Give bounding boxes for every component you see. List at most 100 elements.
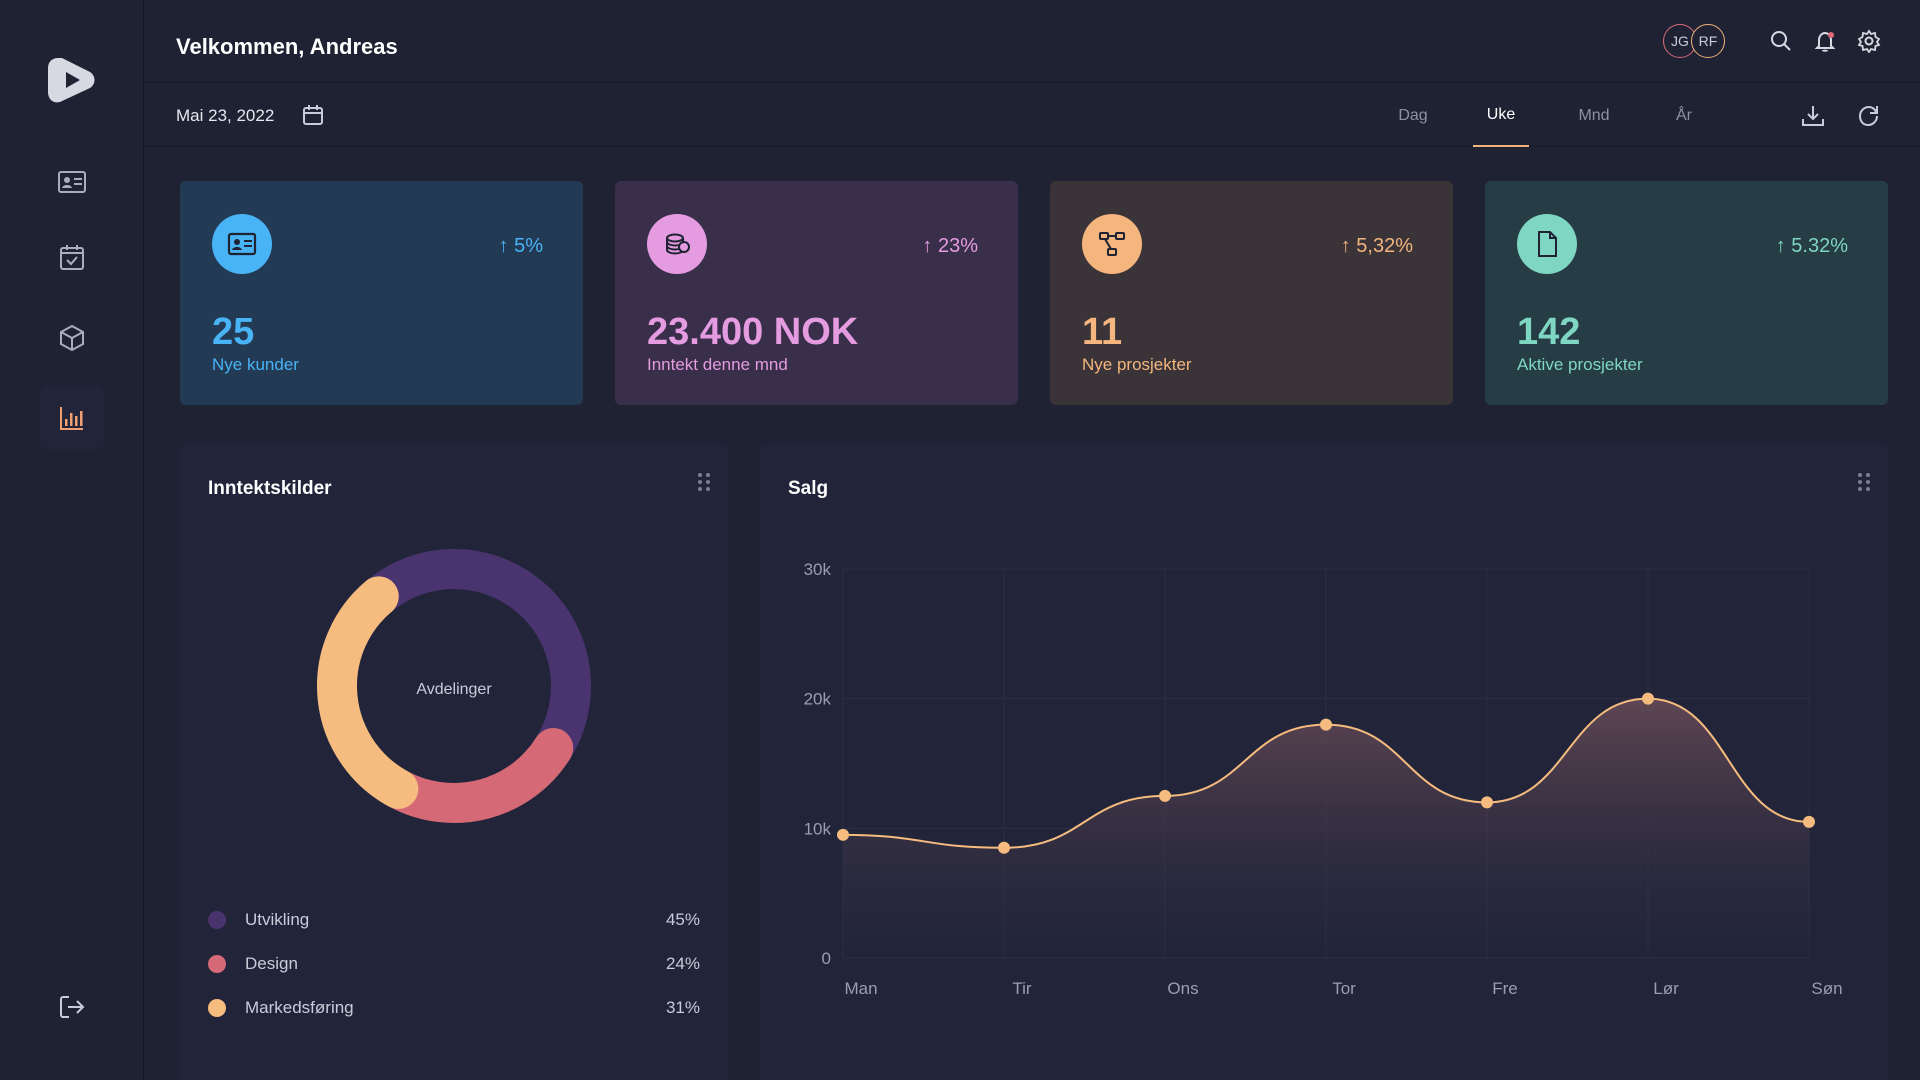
data-point-søn[interactable] [1803, 815, 1815, 828]
search-icon [1771, 31, 1791, 51]
legend-dot [208, 911, 226, 929]
y-tick-label: 30k [804, 560, 832, 579]
selected-date: Mai 23, 2022 [176, 106, 275, 125]
x-tick-label: Tor [1332, 979, 1356, 998]
stat-value: 23.400 NOK [647, 311, 859, 353]
legend-dot [208, 955, 226, 973]
stat-change-value: 5.32% [1791, 235, 1848, 257]
x-tick-label: Lør [1653, 979, 1679, 998]
legend-name: Markedsføring [245, 998, 354, 1017]
id-card-icon [227, 232, 257, 256]
sidebar-item-calendar[interactable] [40, 225, 104, 289]
page-title: Velkommen, Andreas [176, 34, 398, 59]
avatar[interactable]: RF [1691, 24, 1725, 58]
sales-panel: Salg 0 10k 20k 30k Man Tir Ons Tor Fre Lør Søn [760, 444, 1888, 1080]
stat-change-value: 5% [514, 235, 543, 257]
top-bar: Velkommen, Andreas JG RF [145, 0, 1920, 83]
coins-icon [666, 233, 690, 255]
legend-item: Design 24% [208, 952, 700, 976]
stat-change: ↑ 5,32% [1340, 235, 1413, 257]
x-tick-label: Tir [1012, 979, 1032, 998]
y-tick-label: 10k [804, 819, 832, 838]
sidebar-item-analytics[interactable] [40, 386, 104, 450]
x-tick-label: Man [844, 979, 877, 998]
sidebar-item-products[interactable] [40, 306, 104, 370]
stat-change: ↑ 23% [922, 235, 978, 257]
sales-area-fill [843, 698, 1809, 958]
tab-month[interactable]: Mnd [1578, 106, 1610, 124]
data-point-tor[interactable] [1320, 718, 1332, 731]
legend-value: 24% [665, 954, 700, 973]
document-icon [1538, 231, 1557, 257]
x-tick-label: Ons [1167, 979, 1198, 998]
stat-value: 11 [1082, 311, 1123, 353]
id-card-icon [58, 171, 86, 193]
legend-item: Utvikling 45% [208, 908, 700, 932]
stat-icon-wrap [212, 214, 272, 274]
stat-icon-wrap [647, 214, 707, 274]
stat-icon-wrap [1517, 214, 1577, 274]
stat-label: Nye prosjekter [1082, 355, 1192, 374]
filter-bar: Mai 23, 2022 Dag Uke Mnd År [145, 84, 1920, 147]
bell-icon [1814, 31, 1836, 52]
stat-label: Inntekt denne mnd [647, 355, 788, 374]
legend-value: 45% [665, 910, 700, 929]
legend-dot [208, 999, 226, 1017]
logout-button[interactable] [40, 975, 104, 1039]
tab-year[interactable]: År [1676, 106, 1692, 124]
search-button[interactable] [1767, 27, 1795, 55]
x-tick-label: Søn [1811, 979, 1842, 998]
data-point-man[interactable] [837, 828, 849, 841]
download-icon[interactable] [1800, 103, 1826, 129]
data-point-ons[interactable] [1159, 789, 1171, 802]
stat-label: Nye kunder [212, 355, 299, 374]
tab-day[interactable]: Dag [1398, 106, 1428, 124]
panel-title: Salg [788, 478, 829, 499]
tab-week[interactable]: Uke [1473, 84, 1529, 147]
stat-value: 25 [212, 311, 255, 353]
legend-name: Utvikling [245, 910, 310, 929]
stat-card-new-projects[interactable]: ↑ 5,32% 11 Nye prosjekter [1050, 181, 1453, 405]
y-tick-label: 0 [822, 949, 831, 968]
drag-handle-icon[interactable] [1856, 470, 1872, 494]
stat-label: Aktive prosjekter [1517, 355, 1643, 374]
legend-item: Markedsføring 31% [208, 996, 700, 1020]
data-point-fre[interactable] [1481, 796, 1493, 809]
app-logo[interactable] [44, 52, 100, 108]
income-sources-panel: Inntektskilder Avdelinger Utvikling 45% … [180, 444, 728, 1080]
stat-icon-wrap [1082, 214, 1142, 274]
calendar-icon[interactable] [301, 103, 325, 127]
panel-title: Inntektskilder [208, 478, 332, 499]
workflow-icon [1099, 232, 1125, 256]
donut-center-label: Avdelinger [416, 681, 492, 698]
donut-slice-design[interactable] [378, 728, 574, 823]
donut-slice-markedsføring[interactable] [317, 576, 419, 809]
donut-chart: Avdelinger [317, 549, 591, 823]
calendar-check-icon [60, 245, 84, 270]
drag-handle-icon[interactable] [696, 470, 712, 494]
gear-icon [1857, 29, 1881, 53]
stat-card-new-customers[interactable]: ↑ 5% 25 Nye kunder [180, 181, 583, 405]
settings-button[interactable] [1855, 27, 1883, 55]
legend-name: Design [245, 954, 298, 973]
sidebar [0, 0, 144, 1080]
stat-change: ↑ 5.32% [1775, 235, 1848, 257]
y-tick-label: 20k [804, 690, 832, 709]
sidebar-item-contacts[interactable] [40, 150, 104, 214]
stat-change-value: 23% [937, 235, 978, 257]
notifications-button[interactable] [1811, 27, 1839, 55]
stat-value: 142 [1517, 311, 1581, 353]
sales-area-chart: 0 10k 20k 30k Man Tir Ons Tor Fre Lør Søn [804, 560, 1843, 998]
data-point-tir[interactable] [998, 841, 1010, 854]
refresh-icon[interactable] [1856, 103, 1882, 129]
stat-change-value: 5,32% [1356, 235, 1413, 257]
stat-card-income[interactable]: ↑ 23% 23.400 NOK Inntekt denne mnd [615, 181, 1018, 405]
logout-icon [60, 996, 85, 1018]
legend-value: 31% [665, 998, 700, 1017]
stat-change: ↑ 5% [498, 235, 543, 257]
x-tick-label: Fre [1492, 979, 1518, 998]
bar-chart-icon [60, 407, 83, 430]
stat-card-active-projects[interactable]: ↑ 5.32% 142 Aktive prosjekter [1485, 181, 1888, 405]
data-point-lør[interactable] [1642, 692, 1654, 705]
donut-slice-utvikling[interactable] [358, 549, 591, 769]
